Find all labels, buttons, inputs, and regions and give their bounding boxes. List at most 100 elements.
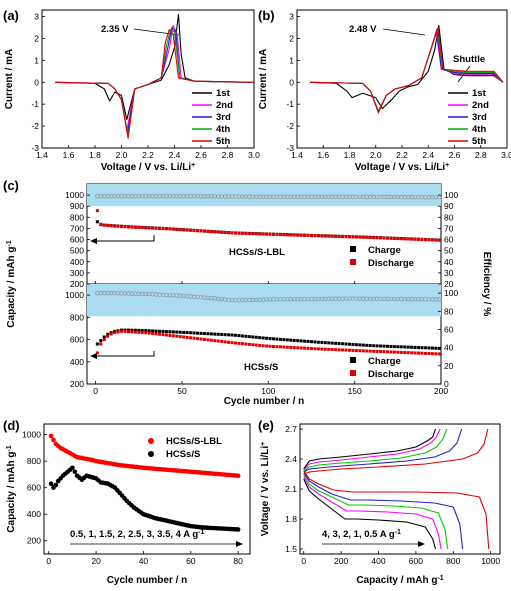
legend-c-bottom-discharge-swatch — [350, 370, 356, 376]
left-axis-arrow-c-bottom — [97, 351, 155, 357]
discharge-point-c-bottom — [113, 331, 117, 335]
charge-point-c-bottom — [192, 331, 196, 335]
discharge-point-c-bottom — [382, 350, 386, 354]
discharge-point-c-bottom — [251, 343, 255, 347]
discharge-point-c-top — [413, 237, 417, 241]
discharge-point-c-top — [130, 225, 134, 229]
efficiency-point-c-top — [437, 195, 442, 200]
charge-point-c-bottom — [102, 335, 106, 339]
discharge-point-c-top — [271, 232, 275, 236]
discharge-point-c-bottom — [282, 345, 286, 349]
discharge-point-c-top — [368, 236, 372, 239]
legend-b-1-label: 1st — [472, 88, 487, 99]
discharge-point-c-top — [99, 222, 103, 226]
discharge-point-c-bottom — [234, 341, 238, 345]
legend-c-top-discharge-swatch — [350, 259, 356, 265]
charge-point-c-bottom — [254, 335, 258, 339]
discharge-point-c-top — [399, 237, 403, 241]
cv-curve-b-5 — [310, 26, 504, 114]
charge-point-c-bottom — [327, 341, 331, 345]
discharge-point-c-bottom — [434, 352, 438, 356]
discharge-point-c-top — [126, 225, 130, 229]
panel-b-xtick-label: 2.2 — [396, 150, 408, 160]
panel-a-xtick-label: 2.4 — [169, 150, 181, 160]
charge-point-c-bottom — [417, 346, 421, 350]
discharge-point-c-bottom — [189, 336, 193, 340]
charge-point-c-bottom — [341, 342, 345, 346]
legend-d-2-swatch — [148, 451, 154, 457]
rate-point-2 — [48, 481, 54, 486]
charge-point-c-bottom — [392, 345, 396, 349]
charge-point-c-bottom — [265, 336, 269, 340]
discharge-point-c-top — [164, 227, 168, 231]
panel-e-xtick-label: 600 — [409, 556, 423, 566]
discharge-curve-1 — [303, 478, 437, 550]
discharge-point-c-top — [327, 234, 331, 238]
discharge-point-c-top — [109, 224, 113, 228]
charge-point-c-bottom — [247, 335, 251, 339]
discharge-point-c-bottom — [133, 330, 137, 334]
discharge-point-c-bottom — [372, 349, 376, 353]
panel-a-xtick-label: 1.8 — [89, 150, 101, 160]
discharge-point-c-top — [206, 229, 210, 233]
charge-point-c-bottom — [147, 329, 151, 333]
panel-a-ytick-label: -2 — [31, 121, 39, 131]
discharge-point-c-top — [337, 235, 341, 238]
rate-point-1 — [48, 433, 54, 439]
discharge-point-c-bottom — [158, 332, 162, 336]
c-top-right-ytick-label: 30 — [444, 268, 454, 278]
charge-point-c-bottom — [261, 336, 265, 340]
c-top-right-ytick-label: 50 — [444, 246, 454, 256]
discharge-point-c-bottom — [289, 345, 293, 349]
charge-point-c-bottom — [334, 341, 338, 345]
discharge-point-c-bottom — [202, 337, 206, 341]
discharge-point-c-top — [254, 232, 258, 236]
panel-b-xtick-label: 2.4 — [422, 150, 434, 160]
panel-b-ytick-label: 2 — [289, 33, 294, 43]
c-top-right-ytick-label: 70 — [444, 223, 454, 233]
panel-e-ytick-label: 2.4 — [285, 454, 297, 464]
cv-curve-b-1 — [310, 24, 504, 110]
charge-point-c-bottom — [389, 344, 393, 348]
panel-d-xtick-label: 40 — [139, 556, 149, 566]
charge-point-c-bottom — [189, 331, 193, 335]
discharge-point-c-top — [365, 235, 369, 239]
panel-label-e: (e) — [258, 418, 274, 433]
discharge-point-c-top — [309, 234, 313, 238]
discharge-point-c-top — [123, 225, 127, 229]
rate-point-2 — [53, 482, 59, 488]
discharge-point-c-bottom — [420, 351, 424, 355]
discharge-point-c-bottom — [303, 346, 307, 350]
c-bottom-xtick-label: 0 — [93, 386, 98, 396]
charge-point-c-bottom — [292, 338, 296, 342]
discharge-point-c-bottom — [309, 347, 313, 351]
discharge-point-c-top — [113, 224, 117, 228]
rate-point-2 — [235, 527, 241, 532]
discharge-point-c-top — [175, 227, 179, 231]
cv-curve-a-1 — [55, 13, 255, 121]
charge-point-c-bottom — [354, 343, 358, 347]
charge-curve-3 — [303, 428, 448, 472]
discharge-point-c-top — [334, 234, 338, 238]
discharge-point-c-bottom — [337, 348, 341, 352]
charge-point-c-bottom — [237, 334, 241, 338]
panel-d-xtick-label: 60 — [186, 556, 196, 566]
discharge-point-c-top — [375, 236, 379, 240]
charge-point-c-bottom — [382, 344, 386, 348]
panel-b-ytick-label: 3 — [289, 12, 294, 22]
charge-point-c-bottom — [95, 342, 99, 346]
legend-a-5-label: 5th — [216, 136, 230, 147]
discharge-point-c-bottom — [120, 329, 124, 333]
discharge-point-c-bottom — [130, 330, 134, 334]
discharge-point-c-top — [320, 234, 324, 238]
charge-curve-5 — [303, 428, 489, 475]
discharge-point-c-top — [102, 223, 106, 227]
discharge-point-c-top — [196, 229, 200, 233]
discharge-point-c-bottom — [271, 345, 275, 348]
c-top-right-ytick-label: 60 — [444, 235, 454, 245]
discharge-point-c-bottom — [368, 349, 372, 353]
discharge-point-c-top — [133, 225, 137, 229]
charge-point-c-bottom — [361, 343, 365, 347]
y-axis-label-d: Capacity / mAh g-1 — [6, 445, 18, 532]
